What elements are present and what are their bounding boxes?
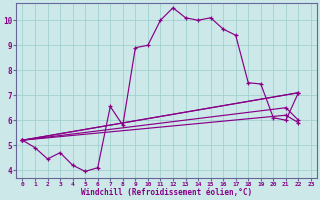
X-axis label: Windchill (Refroidissement éolien,°C): Windchill (Refroidissement éolien,°C) (81, 188, 252, 197)
